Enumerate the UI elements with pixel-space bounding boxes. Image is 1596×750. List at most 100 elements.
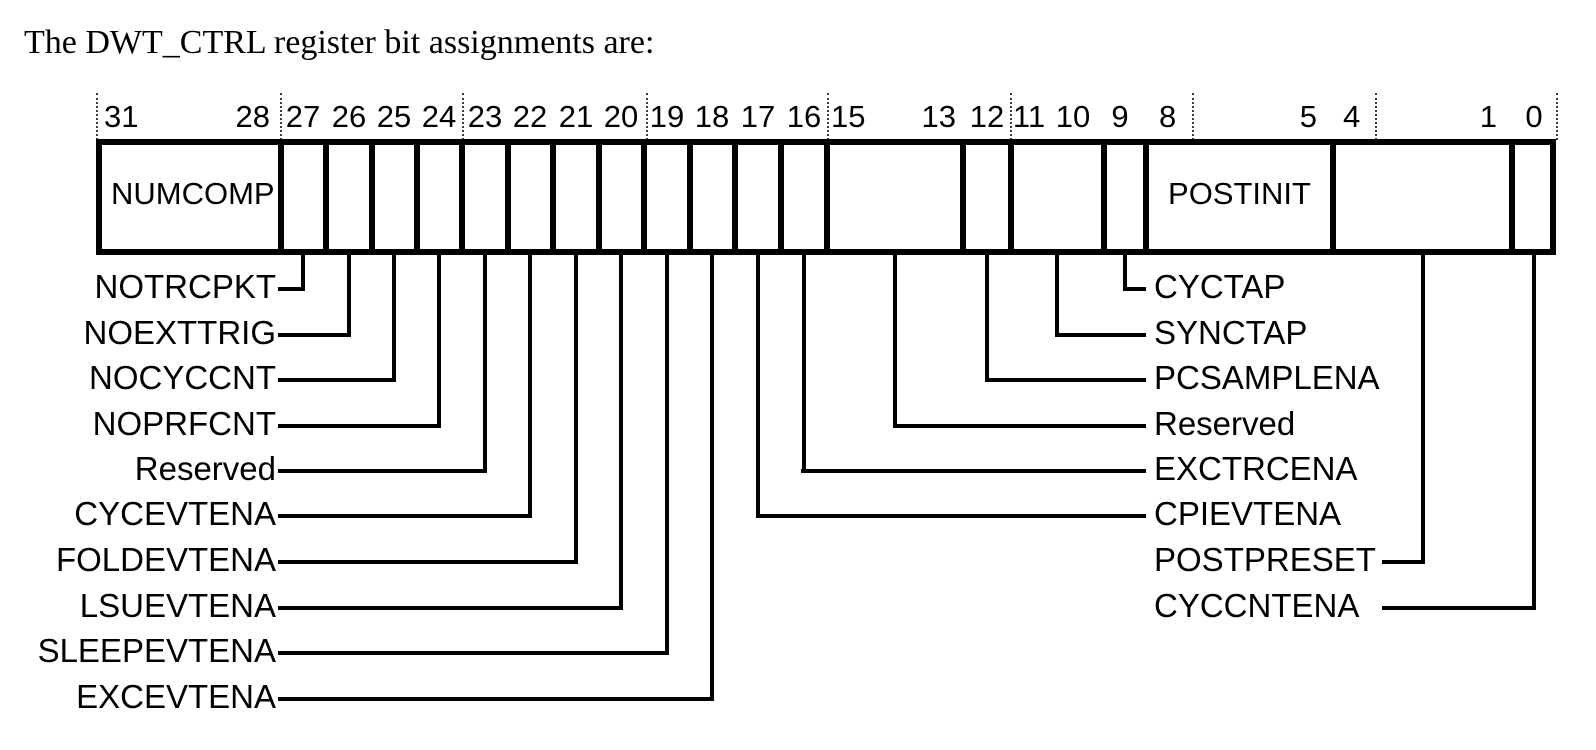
- callout-label-notrcpkt: NOTRCPKT: [94, 268, 277, 305]
- bit-number-28: 28: [235, 99, 270, 134]
- field-separator: [1330, 145, 1336, 249]
- field-separator: [732, 145, 738, 249]
- field-separator: [687, 145, 693, 249]
- connector-hline-cyctap: [1123, 287, 1146, 291]
- connector-vline-bit27: [301, 255, 305, 291]
- connector-vline-bit0: [1532, 255, 1536, 610]
- connector-vline-bit19: [665, 255, 669, 655]
- connector-hline-cpievtena: [756, 514, 1146, 518]
- bit-number-23: 23: [467, 99, 503, 134]
- field-separator: [323, 145, 329, 249]
- bit-number-12: 12: [969, 99, 1005, 134]
- callout-label-excevtena: EXCEVTENA: [76, 678, 276, 715]
- bit-number-26: 26: [331, 99, 367, 134]
- connector-vline-bits11-10: [1055, 255, 1059, 337]
- connector-vline-bit17: [756, 255, 760, 518]
- field-separator: [960, 145, 966, 249]
- callout-label-nocyccnt: NOCYCCNT: [89, 359, 276, 396]
- field-separator: [369, 145, 375, 249]
- connector-hline-pcsamplena: [985, 378, 1146, 382]
- connector-vline-bit23: [483, 255, 487, 473]
- connector-hline-sleepevtena: [278, 651, 669, 655]
- connector-vline-bit18: [710, 255, 714, 701]
- field-separator: [1509, 145, 1515, 249]
- bit-number-5: 5: [1299, 99, 1317, 134]
- field-separator: [824, 145, 830, 249]
- callout-label-noprfcnt: NOPRFCNT: [92, 405, 276, 442]
- callout-label-foldevtena: FOLDEVTENA: [55, 541, 276, 578]
- connector-hline-reserved-15-13: [893, 424, 1146, 428]
- bit-number-22: 22: [512, 99, 548, 134]
- callout-label-noexttrig: NOEXTTRIG: [83, 314, 276, 351]
- field-separator: [596, 145, 602, 249]
- callout-label-cpievtena: CPIEVTENA: [1154, 495, 1342, 532]
- bit-number-24: 24: [421, 99, 457, 134]
- bit-number-0: 0: [1525, 99, 1543, 134]
- bit-number-19: 19: [649, 99, 685, 134]
- connector-hline-cycevtena: [278, 514, 532, 518]
- nibble-boundary-marker: [1556, 93, 1558, 140]
- callout-label-reserved-15-13: Reserved: [1154, 405, 1296, 442]
- connector-hline-lsuevtena: [278, 606, 623, 610]
- connector-hline-foldevtena: [278, 560, 578, 564]
- bit-number-20: 20: [603, 99, 639, 134]
- connector-hline-noprfcnt: [278, 424, 441, 428]
- nibble-boundary-marker: [827, 93, 829, 140]
- connector-vline-bits4-1: [1421, 255, 1425, 564]
- callout-label-cycevtena: CYCEVTENA: [74, 495, 276, 532]
- connector-hline-excevtena: [278, 697, 714, 701]
- connector-vline-bit12: [985, 255, 989, 382]
- connector-vline-bit24: [437, 255, 441, 428]
- bit-number-4: 4: [1343, 99, 1361, 134]
- nibble-boundary-marker: [280, 93, 282, 140]
- bit-number-15: 15: [831, 99, 866, 134]
- connector-hline-exctrcena: [801, 469, 1146, 473]
- callout-label-sleepevtena: SLEEPEVTENA: [37, 632, 276, 669]
- callout-label-pcsamplena: PCSAMPLENA: [1154, 359, 1380, 396]
- connector-hline-reserved-23: [278, 469, 487, 473]
- field-separator: [414, 145, 420, 249]
- connector-vline-bit26: [347, 255, 351, 337]
- bit-number-18: 18: [694, 99, 730, 134]
- connector-vline-bit22: [528, 255, 532, 518]
- bit-number-21: 21: [558, 99, 594, 134]
- bit-number-25: 25: [376, 99, 412, 134]
- field-label-numcomp: NUMCOMP: [111, 176, 275, 211]
- connector-hline-postpreset: [1382, 560, 1425, 564]
- nibble-boundary-marker: [1375, 93, 1377, 140]
- bit-number-27: 27: [285, 99, 321, 134]
- connector-vline-bit20: [619, 255, 623, 610]
- bit-number-13: 13: [921, 99, 956, 134]
- bit-number-31: 31: [104, 99, 139, 134]
- callout-label-postpreset: POSTPRESET: [1154, 541, 1376, 578]
- field-separator: [641, 145, 647, 249]
- field-label-postinit: POSTINIT: [1168, 176, 1311, 211]
- connector-hline-nocyccnt: [278, 378, 396, 382]
- field-separator: [459, 145, 465, 249]
- connector-vline-bit21: [574, 255, 578, 564]
- field-separator: [1101, 145, 1107, 249]
- nibble-boundary-marker: [1192, 93, 1194, 140]
- connector-hline-noexttrig: [278, 333, 351, 337]
- field-separator: [505, 145, 511, 249]
- field-separator: [1008, 145, 1014, 249]
- nibble-boundary-marker: [462, 93, 464, 140]
- bit-number-8: 8: [1159, 99, 1177, 134]
- bit-number-10: 10: [1055, 99, 1091, 134]
- callout-label-reserved-23: Reserved: [134, 450, 276, 487]
- nibble-boundary-marker: [646, 93, 648, 140]
- callout-label-cyctap: CYCTAP: [1154, 268, 1286, 305]
- connector-hline-cyccntena: [1382, 606, 1536, 610]
- callout-label-exctrcena: EXCTRCENA: [1154, 450, 1358, 487]
- connector-vline-bit16: [802, 255, 806, 473]
- connector-hline-notrcpkt: [278, 287, 305, 291]
- bit-number-16: 16: [786, 99, 822, 134]
- field-separator: [278, 145, 284, 249]
- connector-vline-bit9: [1123, 255, 1127, 291]
- nibble-boundary-marker: [1010, 93, 1012, 140]
- bit-number-1: 1: [1479, 99, 1497, 134]
- callout-label-cyccntena: CYCCNTENA: [1154, 587, 1360, 624]
- bit-number-17: 17: [740, 99, 776, 134]
- callout-label-synctap: SYNCTAP: [1154, 314, 1308, 351]
